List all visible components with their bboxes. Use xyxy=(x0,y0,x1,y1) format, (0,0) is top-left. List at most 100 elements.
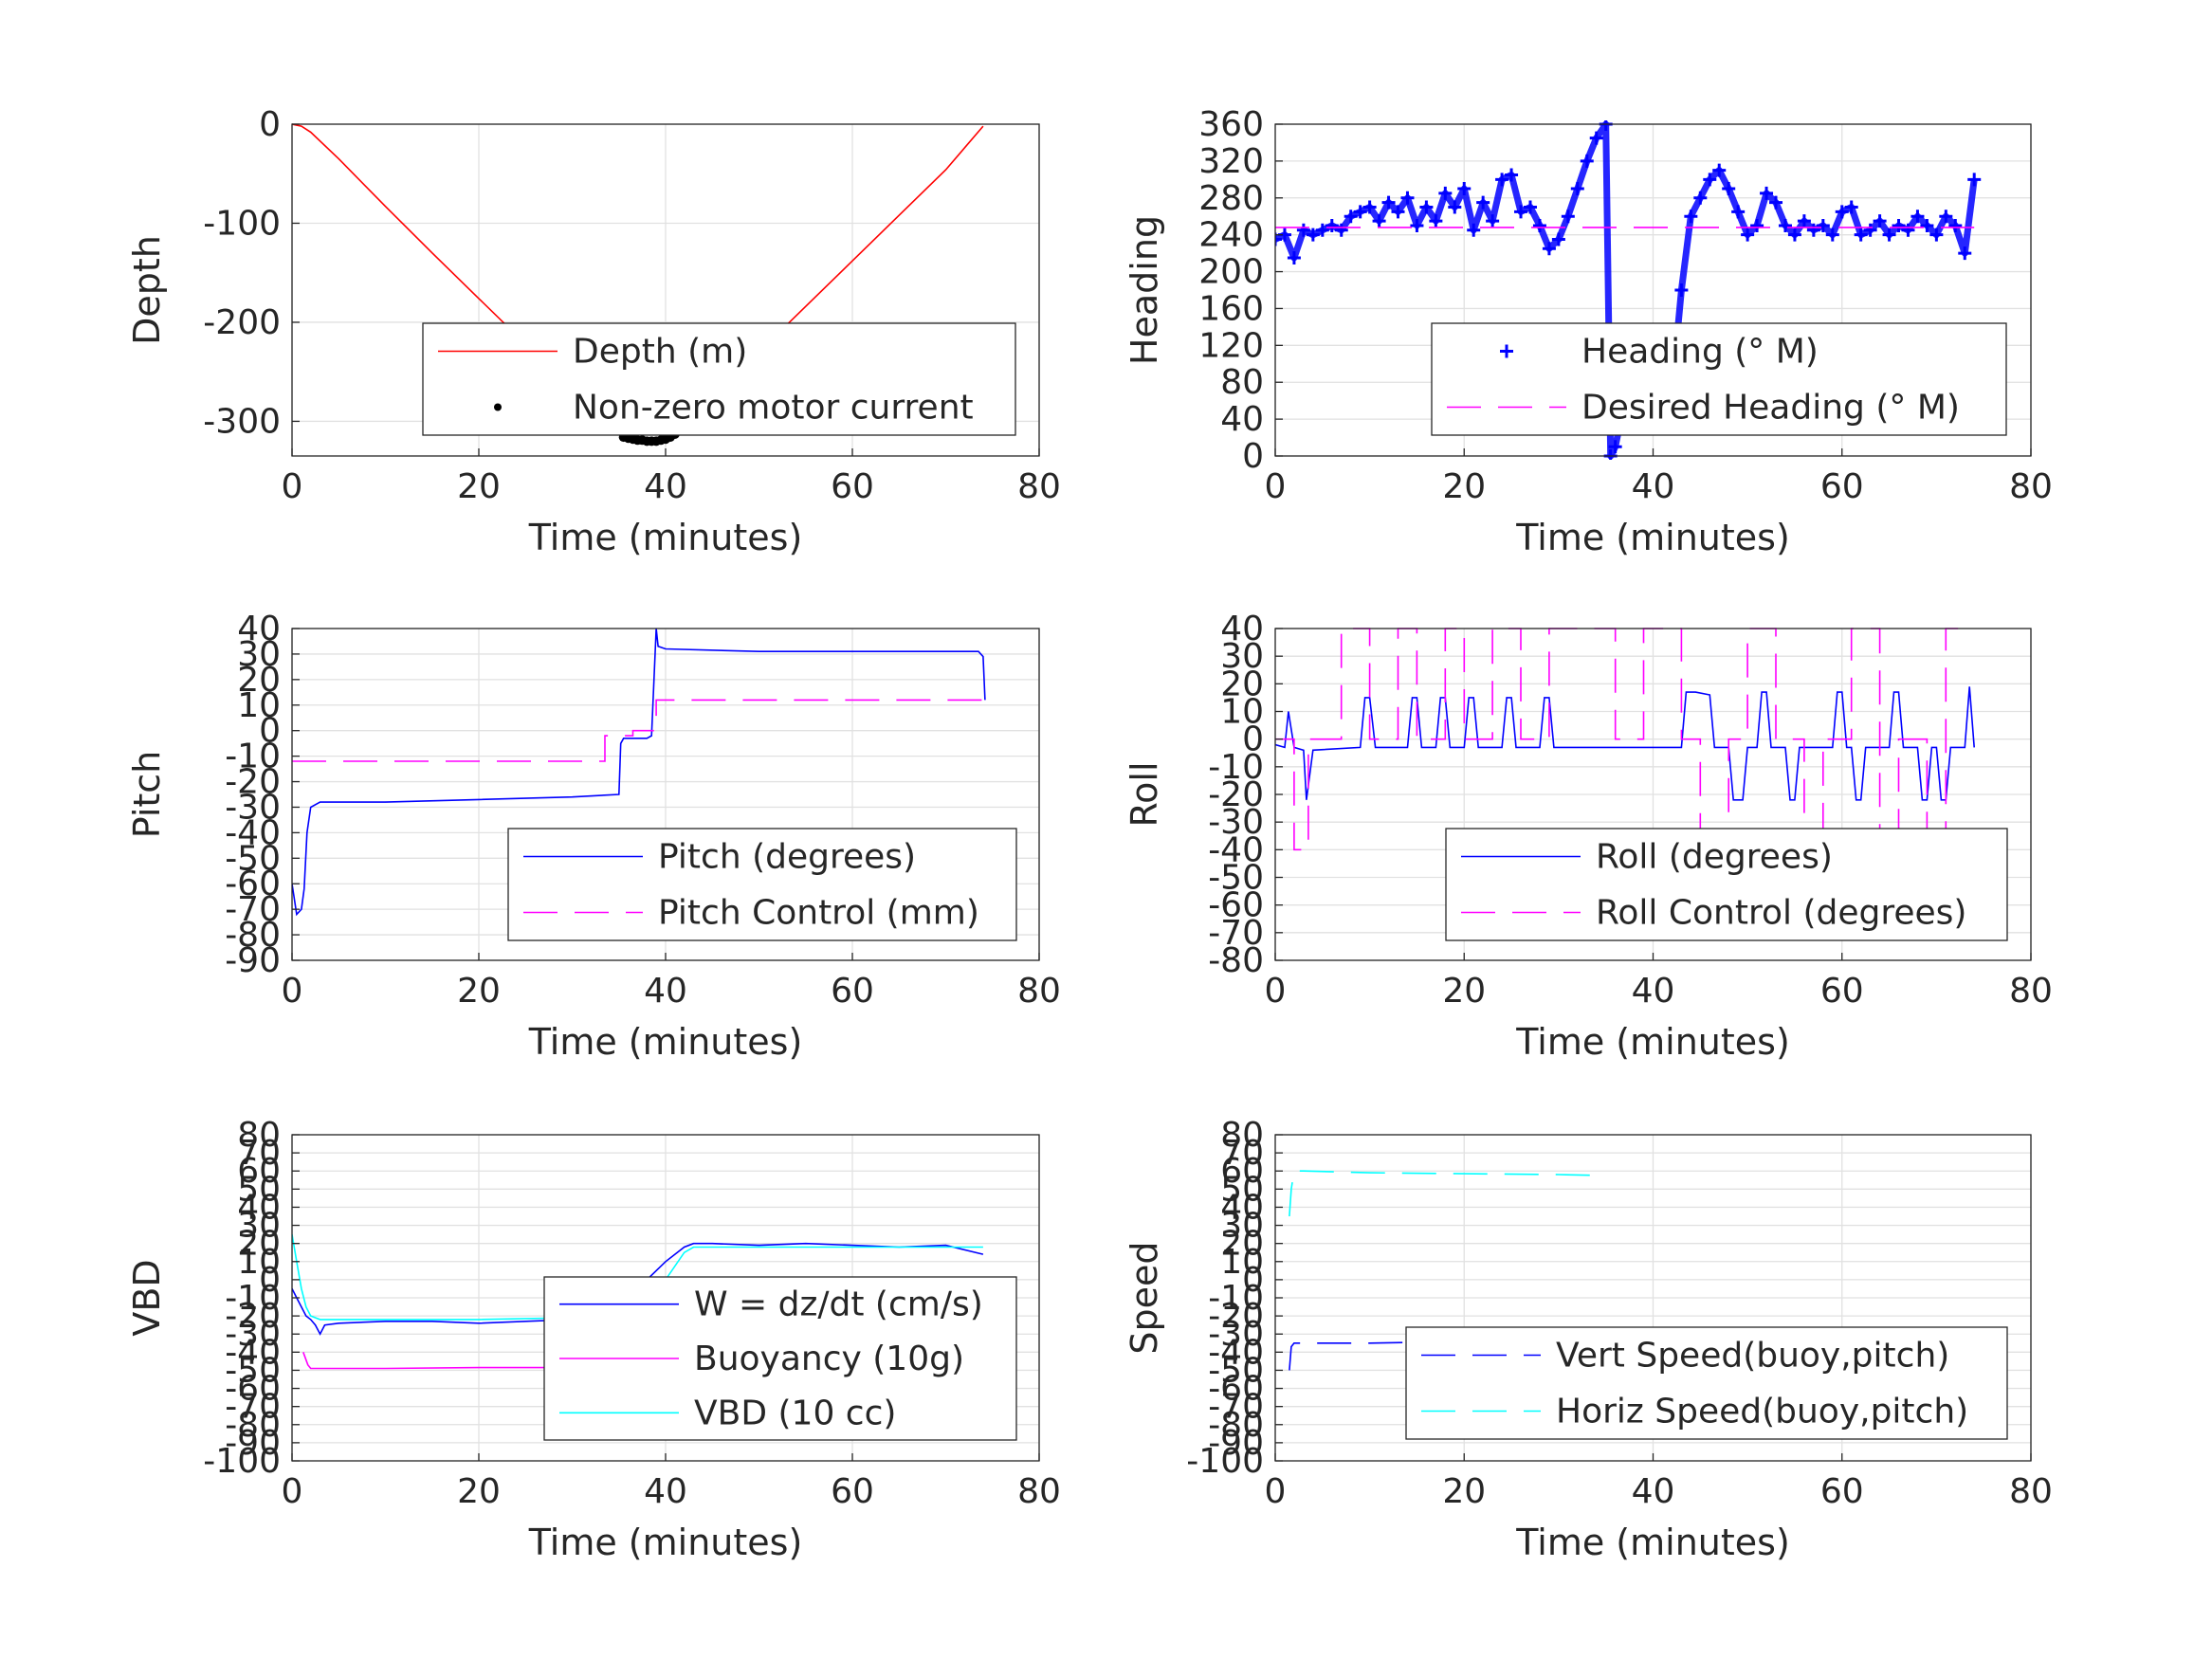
y-tick-label: -40 xyxy=(1208,1333,1264,1372)
legend-label: Depth (m) xyxy=(573,333,747,372)
y-tick-label: 30 xyxy=(237,1207,281,1246)
y-tick-label: 20 xyxy=(1220,1225,1264,1264)
series-line xyxy=(292,628,986,917)
y-tick-label: 80 xyxy=(1220,363,1264,402)
legend: Depth (m) Non-zero motor current xyxy=(422,322,1016,436)
y-tick-label: 10 xyxy=(237,686,281,725)
x-tick-label: 40 xyxy=(644,972,687,1011)
series-1 xyxy=(1275,686,1975,801)
y-tick-label: 320 xyxy=(1198,142,1264,181)
x-tick-label: 60 xyxy=(1820,1472,1864,1511)
legend-entry: Depth (m) xyxy=(438,333,747,372)
chart-3: 0 20 40 60 80403020100-10-20-30-40-50-60-70-… xyxy=(126,610,1061,1063)
y-tick-label: -80 xyxy=(225,1406,281,1445)
legend-box xyxy=(422,322,1016,436)
legend-entry: Roll Control (degrees) xyxy=(1461,894,1966,933)
y-tick-label: -20 xyxy=(225,763,281,802)
y-tick-label: -60 xyxy=(225,1370,281,1409)
legend-label: Buoyancy (10g) xyxy=(694,1340,964,1378)
x-tick-label: 20 xyxy=(1442,467,1486,506)
chart-1: 0 20 40 60 80 0 -100 -200 -300 Time (minutes) Dept… xyxy=(126,105,1061,558)
legend: W = dz/dt (cm/s) Buoyancy (10g) VBD (10 cc… xyxy=(543,1276,1017,1441)
legend-entry: W = dz/dt (cm/s) xyxy=(559,1285,983,1324)
x-axis-label: Time (minutes) xyxy=(1515,517,1790,558)
y-tick-label: -10 xyxy=(225,1279,281,1318)
x-axis-label: Time (minutes) xyxy=(528,1522,803,1563)
x-tick-label: 80 xyxy=(1017,972,1061,1011)
legend-label: W = dz/dt (cm/s) xyxy=(694,1285,983,1324)
series-line xyxy=(292,699,983,762)
x-tick-label: 80 xyxy=(2009,1472,2053,1511)
y-tick-label: 20 xyxy=(1220,665,1264,703)
chart-5: 0 20 40 60 8080706050403020100-10-20-30-40-5… xyxy=(126,1116,1061,1563)
series-1 xyxy=(292,628,986,917)
x-tick-label: 80 xyxy=(2009,972,2053,1011)
y-tick-label: 70 xyxy=(237,1134,281,1173)
x-tick-label: 20 xyxy=(457,1472,501,1511)
legend-label: Non-zero motor current xyxy=(573,389,974,428)
y-tick-label: 80 xyxy=(1220,1116,1264,1155)
y-tick-label: 10 xyxy=(1220,693,1264,732)
y-tick-label: -40 xyxy=(1208,830,1264,869)
y-tick-label: 40 xyxy=(1220,610,1264,648)
y-tick-label: -100 xyxy=(203,204,281,243)
y-tick-label: -300 xyxy=(203,402,281,441)
y-tick-label: 0 xyxy=(1242,720,1264,759)
y-tick-label: -20 xyxy=(225,1297,281,1336)
y-tick-label: -70 xyxy=(1208,914,1264,953)
series-line xyxy=(1275,628,1975,851)
ticks: 0 20 40 60 80403020100-10-20-30-40-50-60-70-… xyxy=(225,610,1061,1011)
y-axis-label: Speed xyxy=(1124,1241,1165,1354)
y-tick-label: -40 xyxy=(225,1333,281,1372)
y-tick-label: 240 xyxy=(1198,216,1264,255)
x-tick-label: 0 xyxy=(282,467,303,506)
legend-label: Roll Control (degrees) xyxy=(1596,894,1966,933)
legend-label: VBD (10 cc) xyxy=(694,1394,896,1432)
legend-swatch xyxy=(1500,344,1513,358)
y-tick-label: 60 xyxy=(237,1152,281,1191)
legend: Vert Speed(buoy,pitch) Horiz Speed(buoy,p… xyxy=(1405,1326,2008,1440)
legend-entry: Roll (degrees) xyxy=(1461,838,1833,877)
chart-6: 0 20 40 60 8080706050403020100-10-20-30-40-5… xyxy=(1124,1116,2053,1563)
series-line xyxy=(1275,686,1975,801)
y-tick-label: -80 xyxy=(225,916,281,955)
legend-entry: Pitch (degrees) xyxy=(523,838,916,877)
x-tick-label: 80 xyxy=(1017,467,1061,506)
y-tick-label: -200 xyxy=(203,303,281,342)
x-axis-label: Time (minutes) xyxy=(528,1021,803,1063)
legend-label: Pitch Control (mm) xyxy=(658,894,979,933)
legend-box xyxy=(1445,828,2008,941)
x-tick-label: 0 xyxy=(1265,972,1287,1011)
y-tick-label: 20 xyxy=(237,1225,281,1264)
legend-swatch xyxy=(494,403,502,411)
x-tick-label: 0 xyxy=(282,972,303,1011)
x-tick-label: 20 xyxy=(457,972,501,1011)
x-axis-label: Time (minutes) xyxy=(1515,1021,1790,1063)
y-tick-label: 0 xyxy=(1242,437,1264,476)
y-tick-label: 50 xyxy=(1220,1170,1264,1209)
x-tick-label: 0 xyxy=(1265,467,1287,506)
ticks: 0 20 40 60 8080706050403020100-10-20-30-40-5… xyxy=(1186,1116,2053,1511)
y-tick-label: 50 xyxy=(237,1170,281,1209)
y-tick-label: 60 xyxy=(1220,1152,1264,1191)
x-tick-label: 40 xyxy=(1632,1472,1675,1511)
y-tick-label: -50 xyxy=(1208,859,1264,898)
y-tick-label: -30 xyxy=(225,788,281,827)
series-2 xyxy=(292,699,983,762)
legend-box xyxy=(1431,322,2007,436)
x-tick-label: 60 xyxy=(1820,467,1864,506)
x-tick-label: 60 xyxy=(831,972,874,1011)
y-axis-label: Pitch xyxy=(126,751,168,839)
y-tick-label: 280 xyxy=(1198,179,1264,218)
y-tick-label: 40 xyxy=(237,1188,281,1227)
y-tick-label: 160 xyxy=(1198,289,1264,328)
legend-label: Desired Heading (° M) xyxy=(1581,389,1960,428)
x-tick-label: 40 xyxy=(1632,972,1675,1011)
y-tick-label: -70 xyxy=(225,1388,281,1427)
y-tick-label: 360 xyxy=(1198,105,1264,144)
legend-entry: Vert Speed(buoy,pitch) xyxy=(1421,1337,1949,1376)
chart-4: 0 20 40 60 80403020100-10-20-30-40-50-60-70-… xyxy=(1124,610,2053,1063)
y-tick-label: 40 xyxy=(1220,1188,1264,1227)
y-tick-label: 70 xyxy=(1220,1134,1264,1173)
x-tick-label: 60 xyxy=(831,467,874,506)
